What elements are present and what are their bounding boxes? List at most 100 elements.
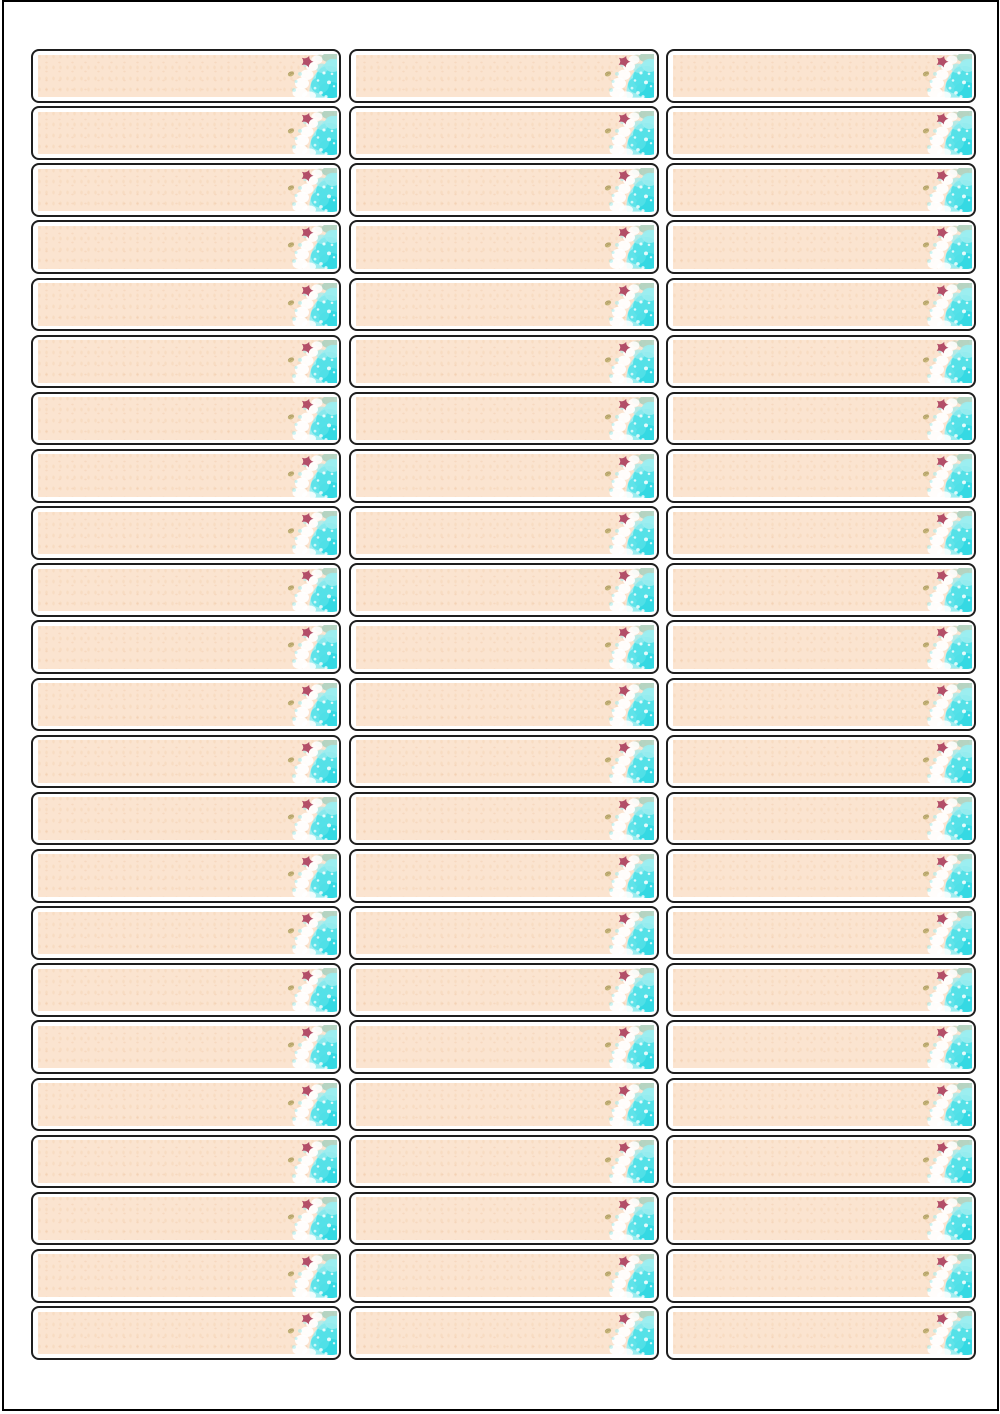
watercolor-wave-splash [926,682,972,727]
beach-watercolor-decoration [604,168,654,212]
sea-foam [609,1312,653,1355]
label-background [38,740,334,783]
beach-watercolor-decoration [922,1311,972,1355]
starfish-icon [936,1141,949,1154]
seashell-icon [604,242,612,248]
address-label [348,334,659,389]
seashell-icon [287,357,294,363]
beach-watercolor-decoration [922,1253,972,1298]
seashell-icon [604,1328,612,1334]
label-background [355,854,652,898]
foam-specks [609,577,624,607]
address-label [31,1134,341,1189]
address-label [348,220,659,275]
starfish-icon [618,227,631,239]
label-background [673,168,969,212]
seashell-icon [287,185,294,191]
watercolor-wave-splash [291,911,337,955]
label-background [38,1197,334,1240]
foam-specks [926,1092,942,1121]
starfish-icon [301,798,314,811]
beach-watercolor-decoration [604,968,654,1012]
label-background [355,968,652,1012]
watercolor-wave-splash [926,339,972,384]
watercolor-wave-splash [609,1311,654,1355]
seashell-icon [287,985,294,991]
watercolor-wave-splash [609,1253,654,1298]
seashell-icon [287,585,294,591]
starfish-icon [618,1255,631,1268]
starfish-icon [936,627,949,639]
label-background [355,683,652,726]
address-label [348,1134,659,1189]
address-label [666,448,976,503]
starfish-icon [936,1198,949,1211]
foam-specks [926,406,942,435]
foam-specks [609,63,624,92]
starfish-icon [618,741,631,754]
seashell-icon [922,1271,929,1277]
beach-watercolor-decoration [287,396,337,441]
address-label [666,1191,976,1246]
starfish-icon [618,570,631,582]
sea-foam [292,1255,335,1298]
sea-foam [609,398,653,441]
watercolor-wave-splash [926,1082,972,1127]
address-label [348,791,659,846]
seashell-icon [604,928,612,934]
address-label [348,1306,659,1360]
label-background [355,511,652,555]
sea-foam [292,112,335,155]
label-background [355,225,652,269]
seashell-icon [604,1271,612,1277]
starfish-icon [618,112,631,125]
watercolor-wave-splash [291,1082,337,1127]
seashell-icon [922,1042,929,1048]
starfish-icon [618,970,631,982]
sea-foam [927,55,970,98]
address-label [348,1077,659,1132]
starfish-icon [936,112,949,125]
sea-foam [292,1026,335,1069]
seashell-icon [922,1157,929,1163]
beach-watercolor-decoration [604,282,654,327]
beach-watercolor-decoration [604,568,654,612]
beach-watercolor-decoration [922,1139,972,1184]
starfish-icon [301,741,314,754]
seashell-icon [922,757,929,763]
seashell-icon [922,299,929,306]
seashell-icon [604,71,612,77]
label-background [673,740,969,783]
beach-watercolor-decoration [922,511,972,555]
seashell-icon [604,528,612,534]
beach-watercolor-decoration [287,739,337,784]
watercolor-wave-splash [291,453,337,498]
address-label [666,506,976,560]
sea-foam [927,341,970,384]
watercolor-wave-splash [291,1139,337,1184]
starfish-icon [936,284,949,297]
watercolor-wave-splash [926,739,972,784]
foam-specks [291,1092,307,1121]
label-background [355,1025,652,1069]
seashell-icon [604,1157,612,1163]
starfish-icon [936,684,949,697]
watercolor-wave-splash [291,739,337,784]
beach-watercolor-decoration [287,911,337,955]
watercolor-wave-splash [291,568,337,612]
beach-watercolor-decoration [604,1082,654,1127]
watercolor-wave-splash [609,853,654,898]
label-background [673,111,969,155]
beach-watercolor-decoration [922,111,972,155]
beach-watercolor-decoration [922,168,972,212]
label-background [38,1025,334,1069]
address-label [666,334,976,389]
label-background [355,911,652,955]
label-background [355,397,652,440]
label-background [673,225,969,269]
label-background [38,111,334,155]
sea-foam [292,512,335,555]
seashell-icon [922,642,929,648]
starfish-icon [936,1027,949,1039]
beach-watercolor-decoration [604,453,654,498]
